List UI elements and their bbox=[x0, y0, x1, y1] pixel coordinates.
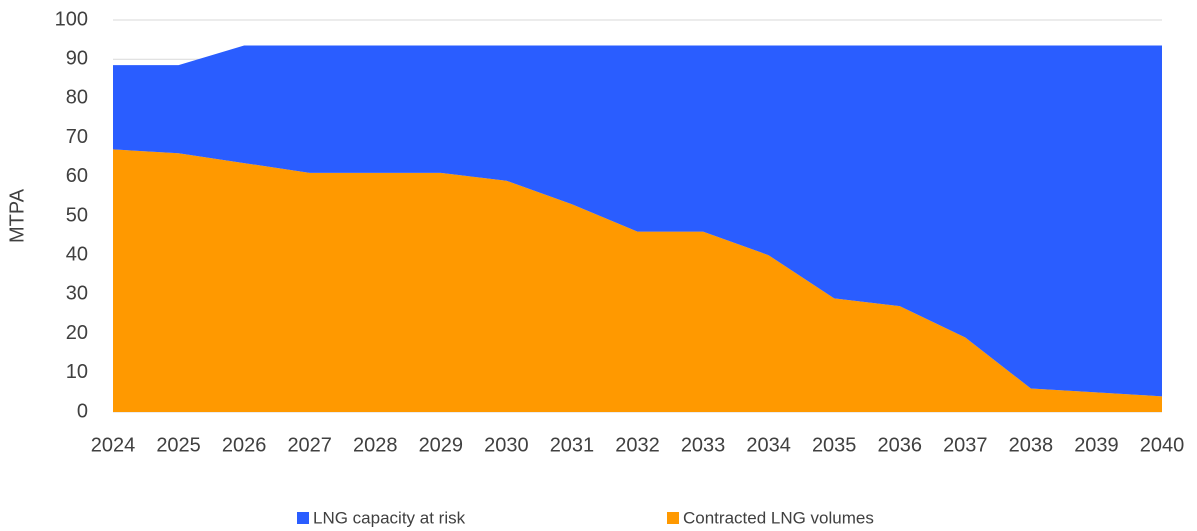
y-tick-label: 10 bbox=[66, 361, 88, 383]
x-tick-label: 2035 bbox=[812, 434, 857, 456]
y-tick-label: 90 bbox=[66, 47, 88, 69]
area bbox=[113, 45, 1162, 397]
y-tick-label: 20 bbox=[66, 322, 88, 344]
x-tick-label: 2031 bbox=[550, 434, 595, 456]
x-tick-label: 2027 bbox=[287, 434, 332, 456]
x-tick-label: 2026 bbox=[222, 434, 267, 456]
x-tick-label: 2024 bbox=[91, 434, 136, 456]
x-tick-label: 2038 bbox=[1009, 434, 1054, 456]
y-tick-label: 70 bbox=[66, 126, 88, 148]
x-tick-label: 2039 bbox=[1074, 434, 1119, 456]
y-tick-label: 60 bbox=[66, 165, 88, 187]
legend-label: Contracted LNG volumes bbox=[683, 508, 874, 527]
y-tick-label: 50 bbox=[66, 204, 88, 226]
y-tick-label: 80 bbox=[66, 87, 88, 109]
x-tick-label: 2032 bbox=[615, 434, 660, 456]
x-tick-label: 2033 bbox=[681, 434, 726, 456]
x-tick-label: 2040 bbox=[1140, 434, 1185, 456]
x-tick-label: 2034 bbox=[746, 434, 791, 456]
legend-label: LNG capacity at risk bbox=[313, 508, 466, 527]
y-tick-label: 0 bbox=[77, 400, 88, 422]
legend-swatch bbox=[297, 512, 309, 524]
x-tick-label: 2036 bbox=[878, 434, 923, 456]
area bbox=[113, 149, 1162, 413]
x-tick-label: 2028 bbox=[353, 434, 398, 456]
y-tick-label: 40 bbox=[66, 243, 88, 265]
x-tick-label: 2037 bbox=[943, 434, 988, 456]
y-tick-label: 100 bbox=[55, 8, 88, 30]
y-tick-label: 30 bbox=[66, 283, 88, 305]
x-tick-label: 2029 bbox=[419, 434, 464, 456]
legend-swatch bbox=[667, 512, 679, 524]
y-axis-label: MTPA bbox=[6, 188, 28, 243]
x-tick-label: 2030 bbox=[484, 434, 529, 456]
x-tick-label: 2025 bbox=[156, 434, 201, 456]
